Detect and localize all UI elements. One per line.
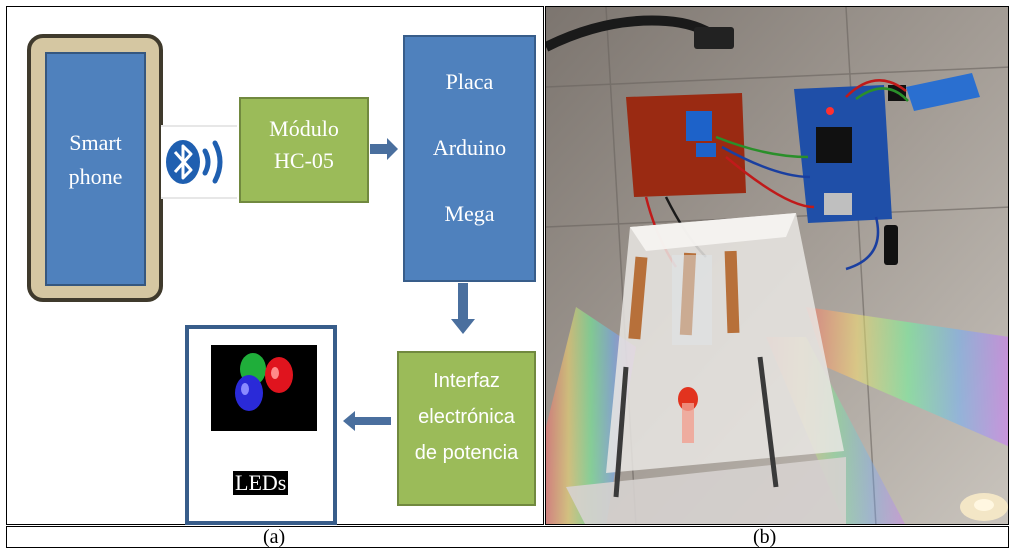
power-interface-box: Interfaz electrónica de potencia — [397, 351, 536, 506]
arduino-label-line2: Arduino — [432, 135, 507, 160]
caption-row: (a) (b) — [6, 526, 1009, 548]
smartphone-label-line2: phone — [68, 164, 123, 189]
smartphone-shape: Smart phone — [27, 34, 163, 302]
arduino-label-line1: Placa — [445, 69, 494, 94]
interface-label-line2: electrónica — [418, 406, 515, 428]
hc05-module-box: Módulo HC-05 — [239, 97, 369, 203]
arrow-arduino-to-interface — [451, 283, 475, 334]
hc05-label-line2: HC-05 — [274, 148, 334, 173]
arrow-hc05-to-arduino — [370, 138, 398, 160]
block-diagram-panel: Smart phone Módulo HC-05 Placa Arduino M… — [6, 6, 544, 525]
hc05-label-line1: Módulo — [269, 116, 339, 141]
rgb-leds-image — [211, 345, 317, 431]
leds-box: LEDs — [185, 325, 337, 525]
smartphone-label-line1: Smart — [69, 130, 122, 155]
prototype-photo — [546, 7, 1008, 524]
smartphone-screen: Smart phone — [45, 52, 146, 286]
interface-label-line3: de potencia — [414, 442, 519, 464]
caption-b: (b) — [753, 526, 777, 548]
bluetooth-icon — [161, 125, 237, 199]
flow-arrows — [343, 138, 475, 431]
arrow-interface-to-leds — [343, 411, 391, 431]
arduino-label-line3: Mega — [444, 201, 495, 226]
arduino-mega-box: Placa Arduino Mega — [403, 35, 536, 282]
prototype-photo-panel — [545, 6, 1009, 525]
interface-label-line1: Interfaz — [433, 370, 500, 392]
leds-label: LEDs — [233, 470, 289, 495]
caption-a: (a) — [263, 526, 286, 548]
